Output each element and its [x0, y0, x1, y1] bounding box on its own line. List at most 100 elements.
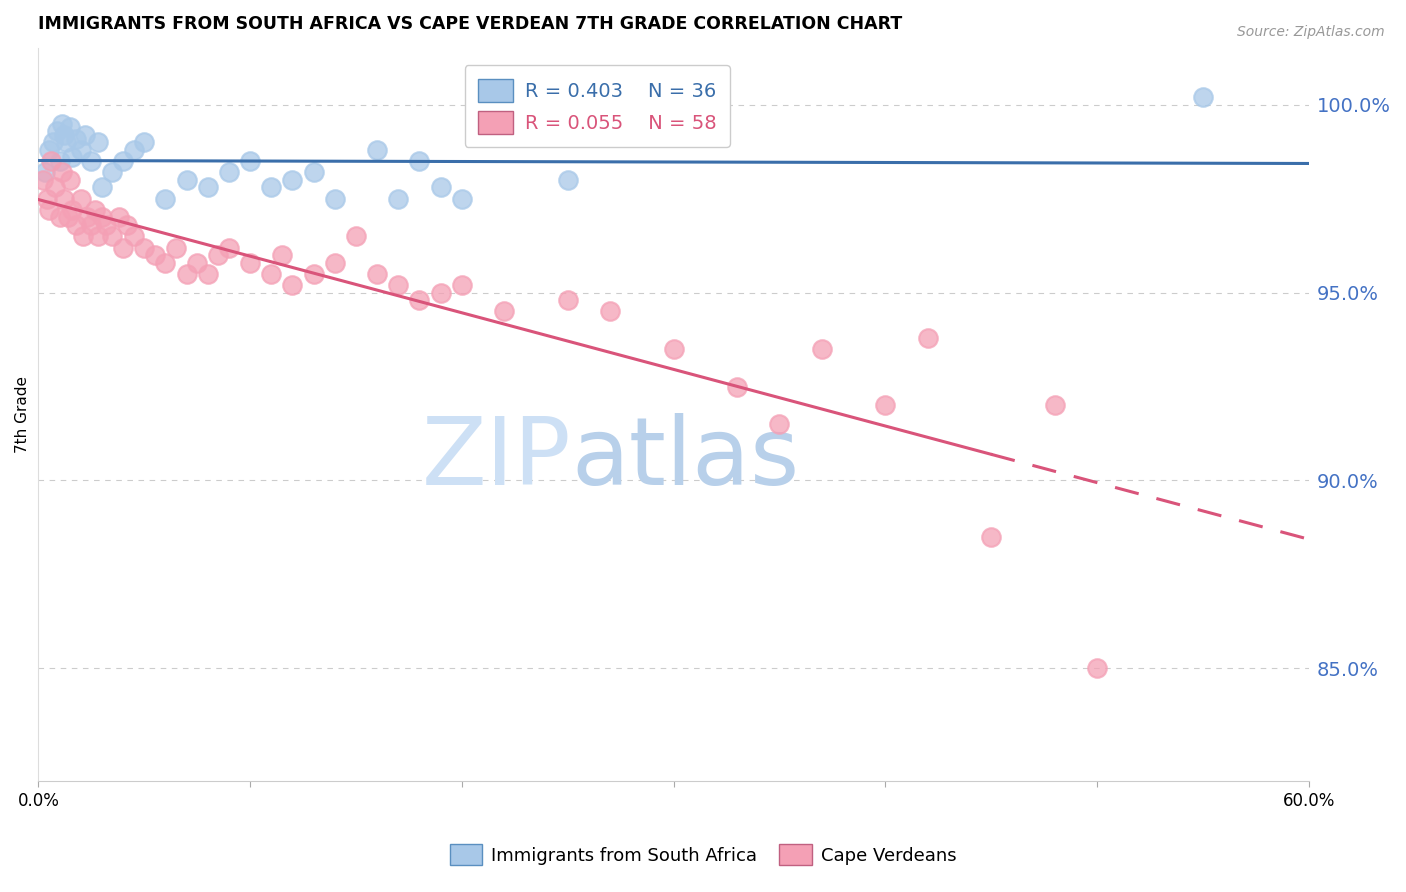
Point — [46, 124, 69, 138]
Point — [48, 154, 70, 169]
Point — [387, 278, 409, 293]
Point — [65, 218, 87, 232]
Point — [260, 180, 283, 194]
Point — [155, 192, 177, 206]
Point — [408, 293, 430, 307]
Point — [599, 304, 621, 318]
Point — [810, 342, 832, 356]
Point — [1191, 90, 1213, 104]
Point — [281, 278, 304, 293]
Point — [1085, 661, 1108, 675]
Point — [218, 241, 240, 255]
Point — [1043, 398, 1066, 412]
Point — [65, 131, 87, 145]
Point — [86, 136, 108, 150]
Point — [176, 267, 198, 281]
Point — [86, 229, 108, 244]
Point — [60, 202, 83, 217]
Point — [725, 379, 748, 393]
Point — [450, 278, 472, 293]
Legend: Immigrants from South Africa, Cape Verdeans: Immigrants from South Africa, Cape Verde… — [443, 837, 963, 872]
Point — [366, 143, 388, 157]
Point — [429, 285, 451, 300]
Point — [302, 165, 325, 179]
Point — [48, 211, 70, 225]
Point — [56, 211, 79, 225]
Point — [39, 154, 62, 169]
Point — [101, 165, 124, 179]
Point — [38, 143, 60, 157]
Point — [42, 136, 65, 150]
Point — [186, 255, 208, 269]
Point — [55, 136, 77, 150]
Point — [197, 180, 219, 194]
Point — [117, 218, 139, 232]
Text: atlas: atlas — [572, 413, 800, 505]
Text: IMMIGRANTS FROM SOUTH AFRICA VS CAPE VERDEAN 7TH GRADE CORRELATION CHART: IMMIGRANTS FROM SOUTH AFRICA VS CAPE VER… — [38, 15, 903, 33]
Point — [207, 248, 229, 262]
Point — [52, 192, 75, 206]
Point — [69, 192, 91, 206]
Point — [84, 202, 107, 217]
Point — [111, 154, 134, 169]
Point — [122, 229, 145, 244]
Point — [239, 154, 262, 169]
Text: ZIP: ZIP — [422, 413, 572, 505]
Point — [281, 173, 304, 187]
Point — [122, 143, 145, 157]
Point — [450, 192, 472, 206]
Point — [31, 173, 53, 187]
Point — [51, 165, 73, 179]
Point — [73, 128, 96, 142]
Point — [323, 192, 346, 206]
Point — [917, 331, 939, 345]
Point — [90, 180, 112, 194]
Y-axis label: 7th Grade: 7th Grade — [15, 376, 30, 453]
Point — [59, 173, 82, 187]
Point — [34, 165, 56, 179]
Point — [111, 241, 134, 255]
Point — [197, 267, 219, 281]
Point — [59, 120, 82, 135]
Point — [239, 255, 262, 269]
Point — [52, 128, 75, 142]
Point — [260, 267, 283, 281]
Point — [366, 267, 388, 281]
Point — [80, 218, 103, 232]
Point — [107, 211, 129, 225]
Legend: R = 0.403    N = 36, R = 0.055    N = 58: R = 0.403 N = 36, R = 0.055 N = 58 — [464, 65, 730, 147]
Point — [557, 293, 579, 307]
Point — [38, 202, 60, 217]
Point — [80, 154, 103, 169]
Point — [662, 342, 685, 356]
Point — [134, 136, 156, 150]
Point — [44, 180, 66, 194]
Point — [72, 229, 94, 244]
Point — [270, 248, 292, 262]
Point — [101, 229, 124, 244]
Point — [218, 165, 240, 179]
Point — [323, 255, 346, 269]
Point — [94, 218, 117, 232]
Point — [51, 117, 73, 131]
Point — [494, 304, 516, 318]
Point — [143, 248, 166, 262]
Point — [155, 255, 177, 269]
Point — [60, 150, 83, 164]
Point — [35, 192, 58, 206]
Point — [165, 241, 187, 255]
Point — [90, 211, 112, 225]
Text: Source: ZipAtlas.com: Source: ZipAtlas.com — [1237, 25, 1385, 39]
Point — [387, 192, 409, 206]
Point — [344, 229, 367, 244]
Point — [176, 173, 198, 187]
Point — [980, 530, 1002, 544]
Point — [875, 398, 897, 412]
Point — [768, 417, 790, 431]
Point — [302, 267, 325, 281]
Point — [408, 154, 430, 169]
Point — [557, 173, 579, 187]
Point — [76, 211, 98, 225]
Point — [429, 180, 451, 194]
Point — [134, 241, 156, 255]
